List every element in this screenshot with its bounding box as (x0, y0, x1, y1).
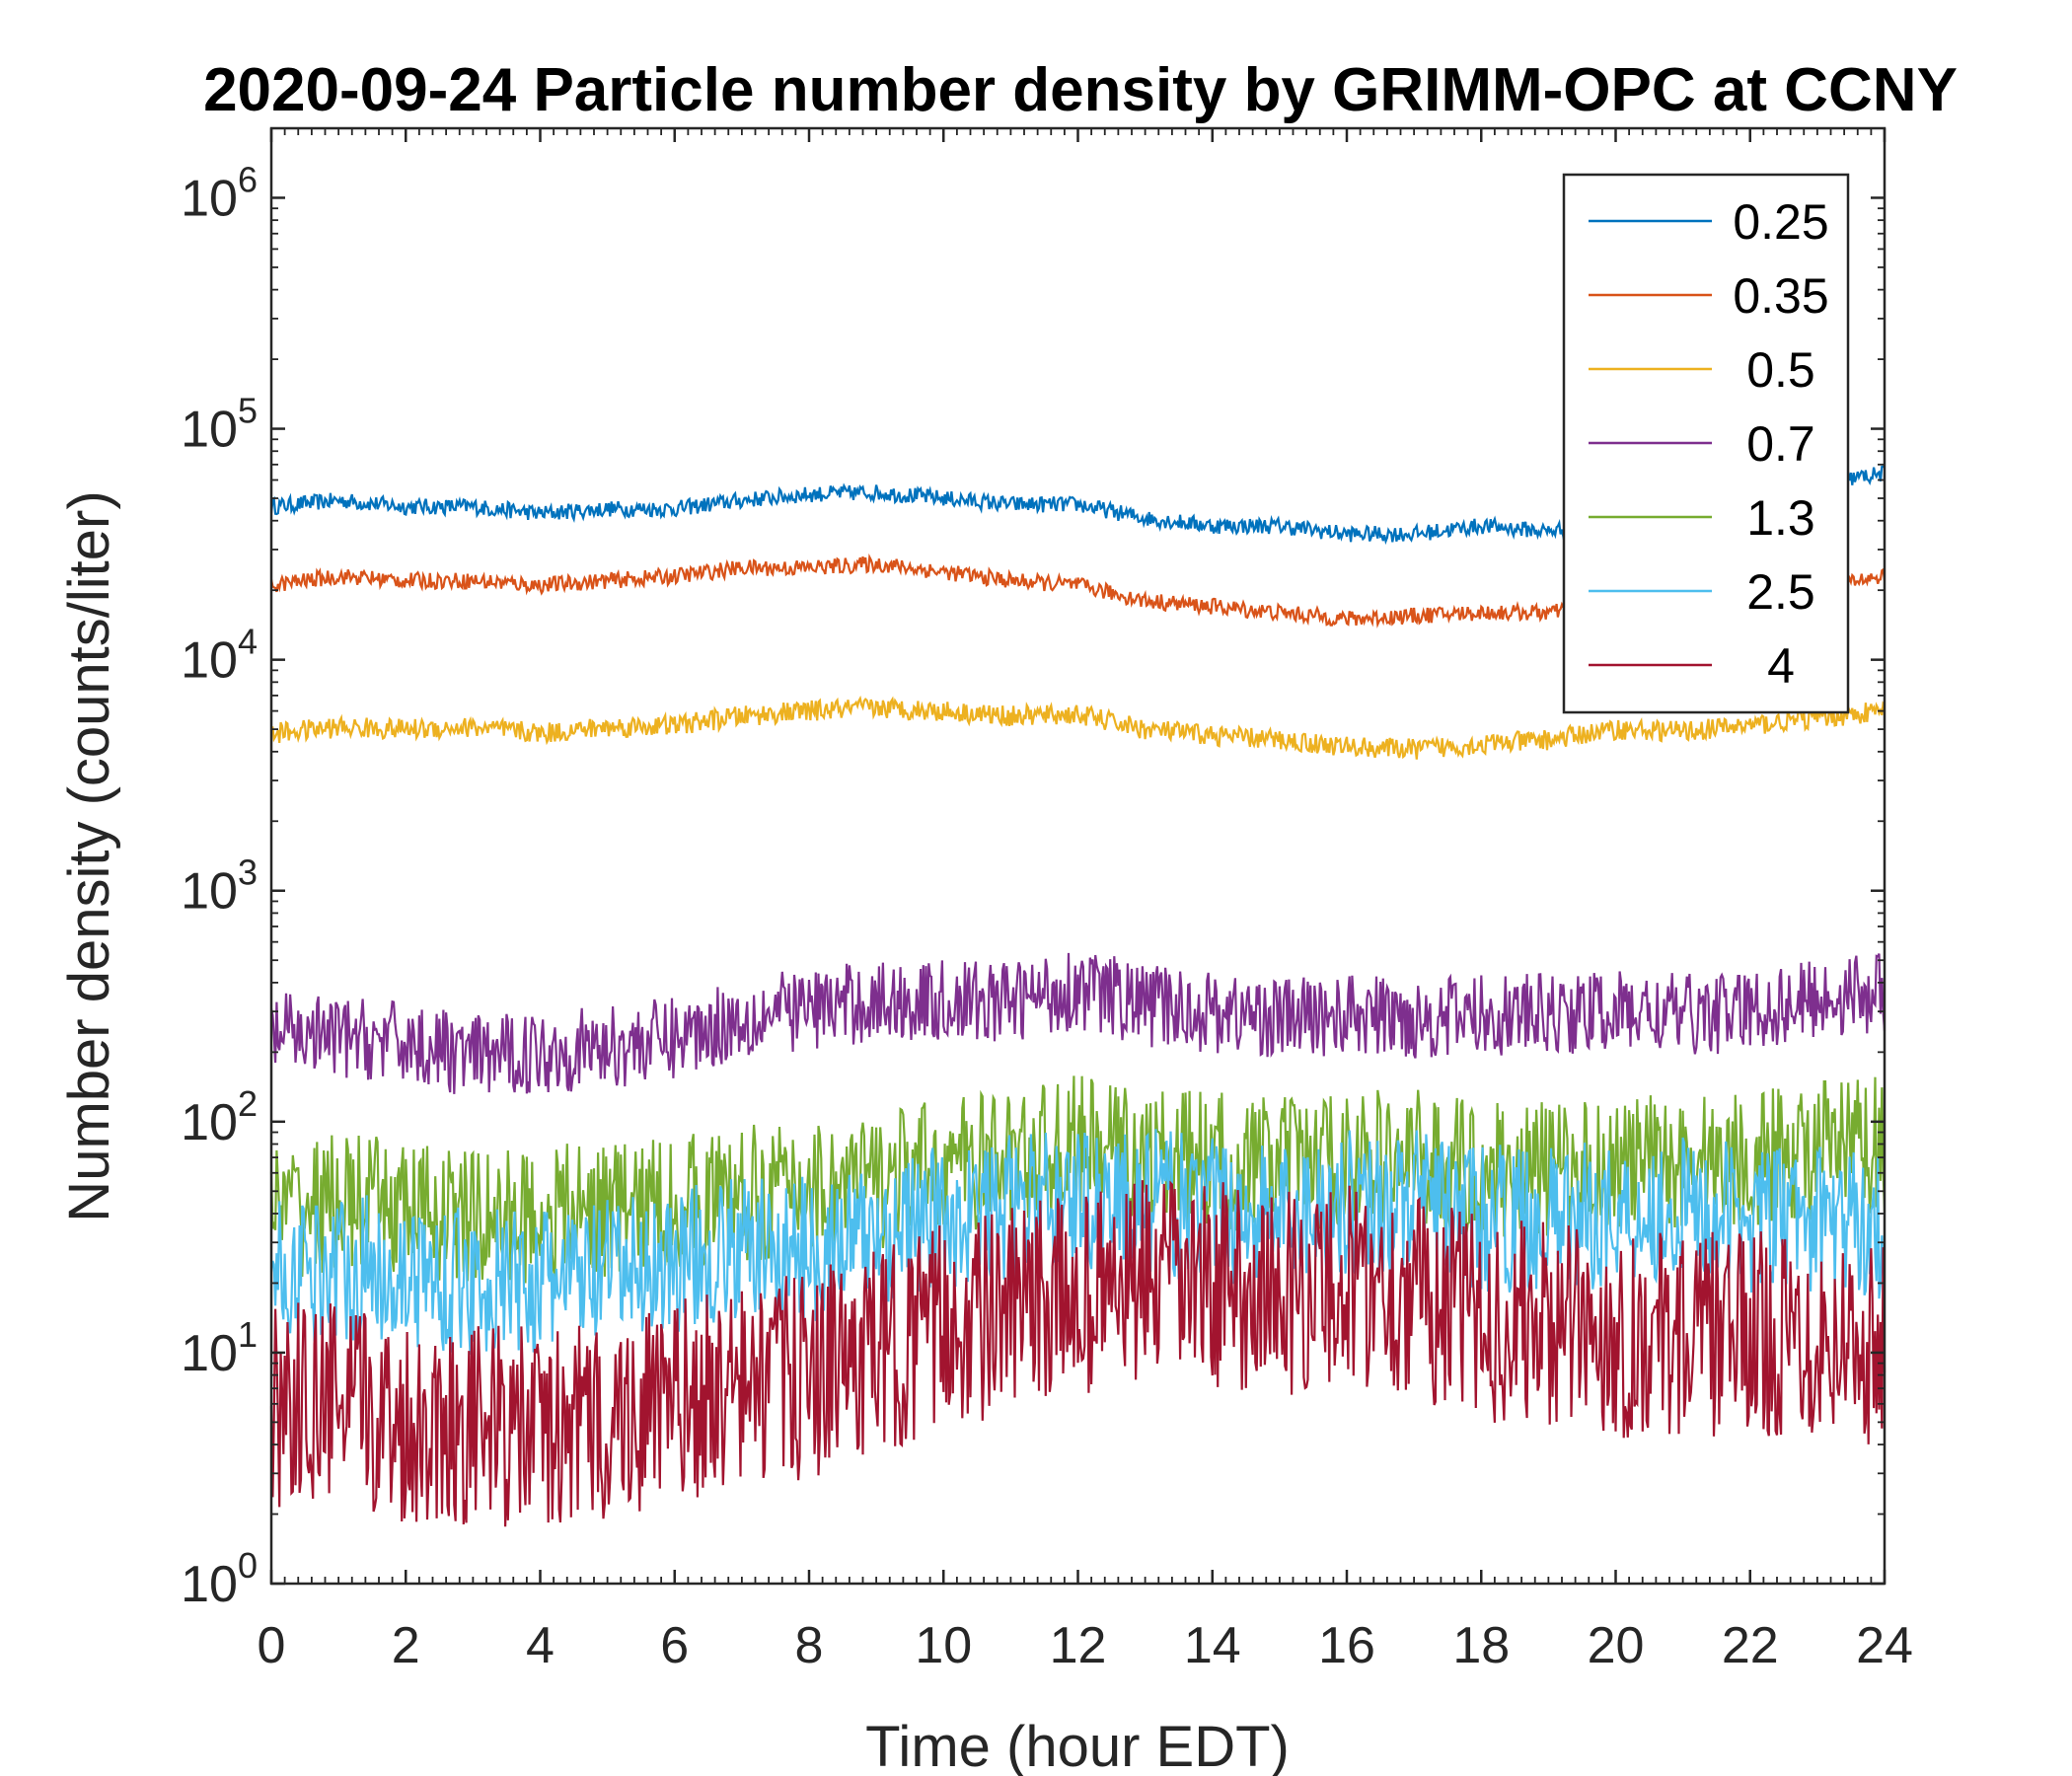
x-tick-label-5: 10 (915, 1617, 972, 1674)
x-tick-label-11: 22 (1722, 1617, 1779, 1674)
x-tick-label-3: 6 (660, 1617, 689, 1674)
y-tick-label-2: 102 (181, 1083, 258, 1151)
series-line-3 (269, 952, 1887, 1094)
y-tick-label-3: 103 (181, 852, 258, 921)
legend: 0.25 0.35 0.5 0.7 1.3 2.5 4 (1562, 173, 1850, 714)
x-tick-label-7: 14 (1184, 1617, 1241, 1674)
y-tick-label-6: 106 (181, 159, 258, 227)
plot-box (269, 126, 1887, 1586)
series-group (269, 465, 1887, 1527)
series-line-6 (269, 1180, 1887, 1527)
y-tick-label-0: 100 (181, 1545, 258, 1613)
legend-label-4: 1.3 (1746, 490, 1815, 546)
y-axis-label: Number density (counts/liter) (57, 490, 121, 1221)
legend-label-0: 0.25 (1733, 194, 1828, 250)
chart-title: 2020-09-24 Particle number density by GR… (203, 56, 1958, 124)
legend-label-3: 0.7 (1746, 416, 1815, 472)
x-tick-label-1: 2 (392, 1617, 420, 1674)
legend-label-2: 0.5 (1746, 342, 1815, 398)
x-tick-label-6: 12 (1050, 1617, 1107, 1674)
y-tick-label-5: 105 (181, 391, 258, 459)
y-tick-labels: 100 101 102 103 104 105 106 (181, 159, 258, 1613)
x-axis-label: Time (hour EDT) (865, 1715, 1290, 1776)
series-line-2 (270, 695, 1886, 760)
x-tick-label-12: 24 (1856, 1617, 1913, 1674)
x-tick-label-10: 20 (1588, 1617, 1645, 1674)
y-tick-label-4: 104 (181, 622, 258, 690)
x-tick-label-2: 4 (526, 1617, 555, 1674)
x-tick-label-4: 8 (795, 1617, 824, 1674)
y-tick-label-1: 101 (181, 1314, 258, 1382)
x-tick-labels: 0 2 4 6 8 10 12 14 16 18 20 22 24 (258, 1617, 1913, 1674)
legend-label-6: 4 (1767, 638, 1795, 694)
series-line-5 (269, 1129, 1887, 1355)
legend-label-5: 2.5 (1746, 564, 1815, 620)
x-tick-label-8: 16 (1318, 1617, 1375, 1674)
x-tick-label-0: 0 (258, 1617, 286, 1674)
x-tick-label-9: 18 (1452, 1617, 1510, 1674)
legend-label-1: 0.35 (1733, 268, 1828, 324)
